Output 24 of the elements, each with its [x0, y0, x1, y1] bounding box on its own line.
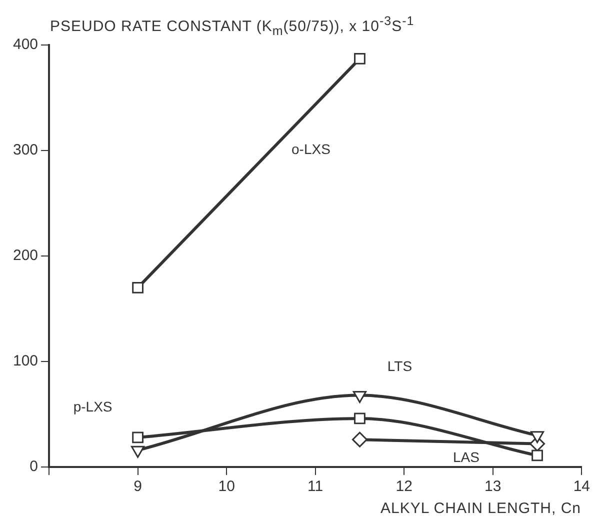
- x-tick-label: 12: [396, 478, 412, 496]
- series-label: o-LXS: [291, 141, 330, 158]
- series-label: LAS: [453, 448, 480, 465]
- y-tick-label: 300: [12, 142, 38, 159]
- x-axis-title: ALKYL CHAIN LENGTH, Cn: [380, 500, 581, 517]
- y-tick-label: 400: [12, 36, 38, 54]
- point: [354, 53, 366, 64]
- y-axis-title: PSEUDO RATE CONSTANT (K$_{m}$(50/75)), x 10$^{-3}$S$^{-1}$: [50, 14, 414, 38]
- point: [352, 432, 368, 448]
- point: [130, 446, 145, 458]
- series-label: p-LXS: [73, 398, 112, 414]
- x-tick-label: 9: [134, 478, 142, 496]
- series-label: LTS: [387, 358, 412, 374]
- y-tick-label: 200: [12, 247, 38, 264]
- point: [132, 282, 144, 294]
- x-tick-label: 13: [484, 478, 502, 496]
- y-tick-label: 0: [30, 458, 38, 476]
- point: [132, 432, 144, 444]
- x-tick-label: 14: [573, 478, 590, 496]
- x-tick-label: 11: [308, 478, 324, 496]
- point: [532, 450, 543, 462]
- x-tick-label: 10: [218, 478, 235, 496]
- point: [354, 412, 366, 424]
- y-tick-label: 100: [12, 352, 38, 370]
